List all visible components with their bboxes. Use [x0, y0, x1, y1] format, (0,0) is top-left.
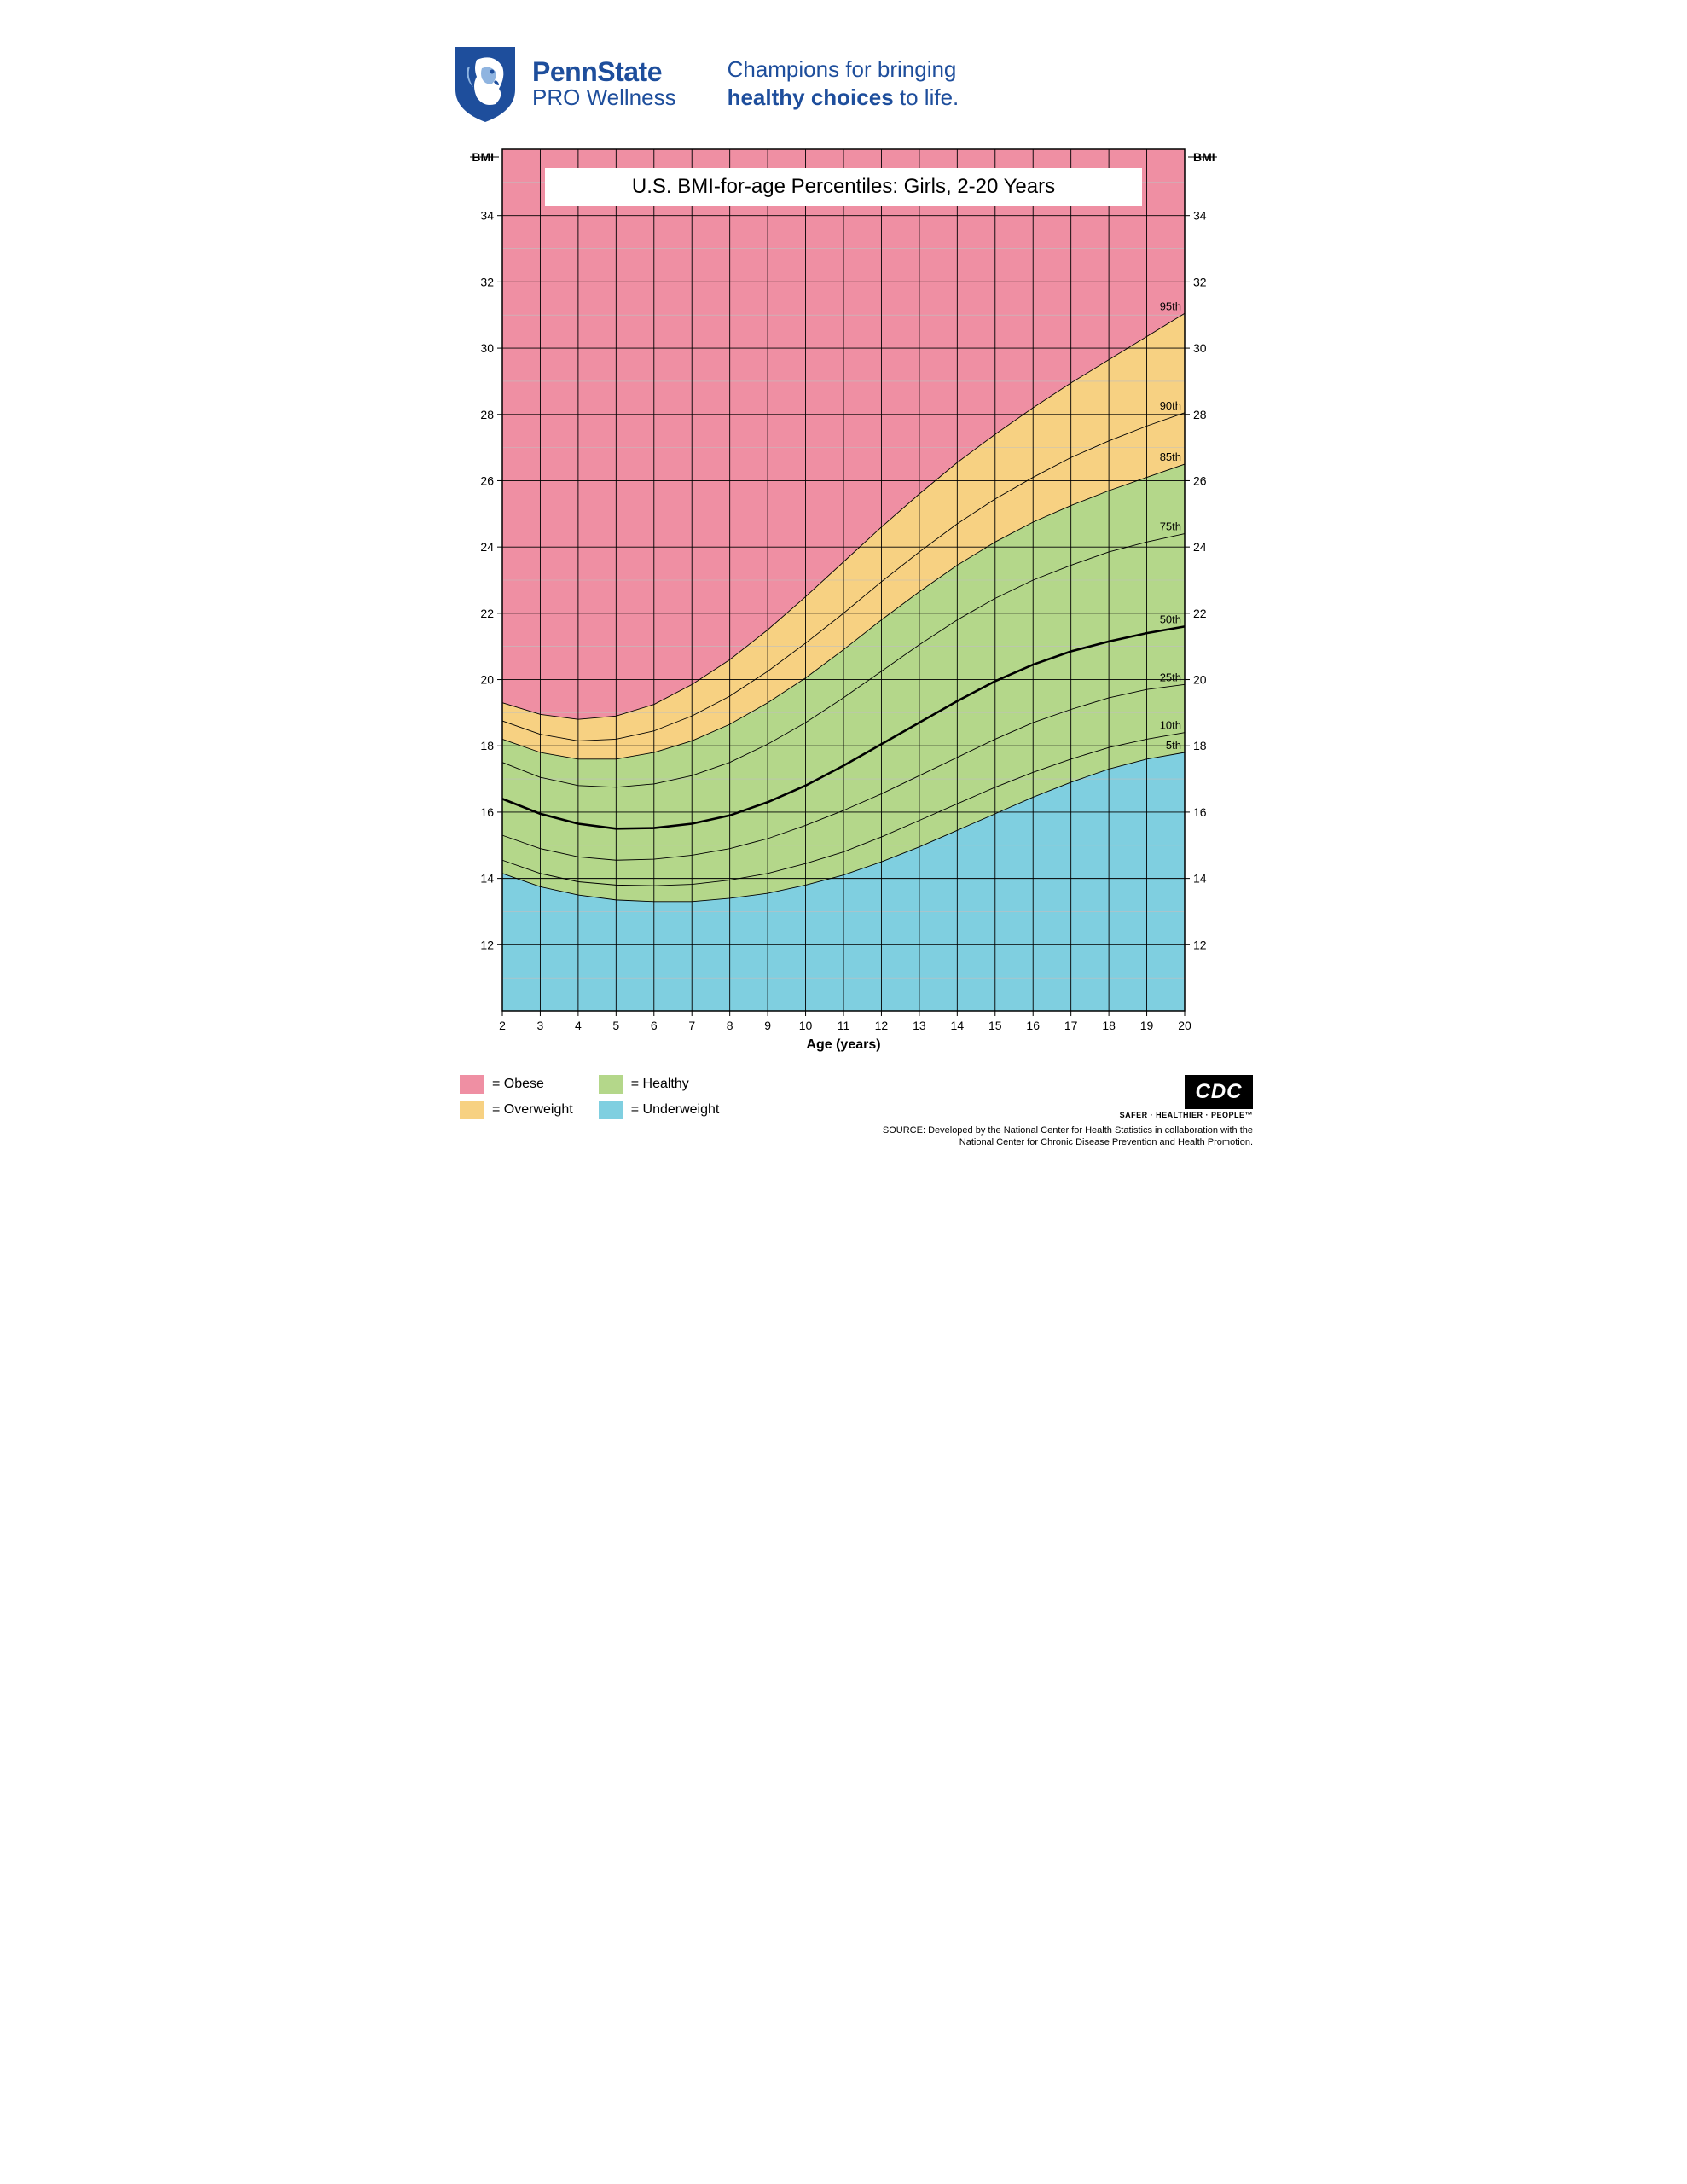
brand-name-line1: PennState — [532, 56, 676, 88]
legend-overweight: = Overweight — [460, 1101, 573, 1119]
legend-obese: = Obese — [460, 1075, 573, 1094]
brand-name-line2: PRO Wellness — [532, 84, 676, 111]
svg-text:20: 20 — [480, 673, 494, 687]
brand-text: PennState PRO Wellness — [532, 56, 676, 111]
legend-underweight: = Underweight — [599, 1101, 720, 1119]
svg-text:28: 28 — [1193, 408, 1207, 421]
svg-text:95th: 95th — [1160, 299, 1181, 312]
legend-healthy: = Healthy — [599, 1075, 720, 1094]
svg-text:20: 20 — [1178, 1019, 1191, 1032]
svg-text:75th: 75th — [1160, 520, 1181, 533]
svg-text:32: 32 — [1193, 275, 1207, 288]
svg-text:5th: 5th — [1166, 739, 1181, 752]
svg-text:30: 30 — [480, 341, 494, 355]
chart-title: U.S. BMI-for-age Percentiles: Girls, 2-2… — [545, 168, 1142, 206]
svg-text:24: 24 — [1193, 540, 1207, 554]
svg-text:32: 32 — [480, 275, 494, 288]
legend-overweight-label: = Overweight — [492, 1102, 573, 1118]
svg-text:7: 7 — [688, 1019, 695, 1032]
page: PennState PRO Wellness Champions for bri… — [417, 34, 1270, 1149]
svg-text:16: 16 — [1193, 805, 1207, 819]
svg-text:10: 10 — [799, 1019, 813, 1032]
svg-text:6: 6 — [651, 1019, 658, 1032]
svg-text:34: 34 — [1193, 209, 1207, 223]
svg-text:28: 28 — [480, 408, 494, 421]
shield-icon — [451, 43, 519, 124]
svg-text:85th: 85th — [1160, 450, 1181, 463]
svg-text:9: 9 — [764, 1019, 771, 1032]
svg-text:22: 22 — [1193, 607, 1207, 620]
svg-text:18: 18 — [1193, 739, 1207, 752]
svg-text:25th: 25th — [1160, 671, 1181, 683]
bmi-chart: 2345678910111213141516171819201212141416… — [443, 141, 1244, 1062]
svg-text:19: 19 — [1140, 1019, 1154, 1032]
cdc-logo: CDC — [1185, 1075, 1253, 1109]
svg-text:4: 4 — [575, 1019, 582, 1032]
tagline-post: to life. — [894, 84, 959, 110]
source-text: SOURCE: Developed by the National Center… — [861, 1124, 1253, 1149]
svg-text:34: 34 — [480, 209, 494, 223]
svg-text:8: 8 — [727, 1019, 733, 1032]
swatch-healthy — [599, 1075, 623, 1094]
svg-text:18: 18 — [1102, 1019, 1116, 1032]
swatch-overweight — [460, 1101, 484, 1119]
svg-text:11: 11 — [838, 1019, 850, 1032]
legend: = Obese = Healthy = Overweight = Underwe… — [460, 1075, 719, 1119]
legend-healthy-label: = Healthy — [631, 1077, 689, 1092]
svg-text:Age (years): Age (years) — [806, 1037, 880, 1052]
tagline-pre: Champions for bringing — [728, 56, 957, 82]
swatch-underweight — [599, 1101, 623, 1119]
svg-text:22: 22 — [480, 607, 494, 620]
svg-text:26: 26 — [1193, 473, 1207, 487]
svg-text:5: 5 — [612, 1019, 619, 1032]
svg-text:13: 13 — [913, 1019, 926, 1032]
svg-text:90th: 90th — [1160, 399, 1181, 412]
tagline: Champions for bringing healthy choices t… — [728, 55, 959, 111]
svg-text:20: 20 — [1193, 673, 1207, 687]
svg-text:30: 30 — [1193, 341, 1207, 355]
svg-text:2: 2 — [499, 1019, 506, 1032]
tagline-bold: healthy choices — [728, 84, 894, 110]
svg-text:3: 3 — [537, 1019, 544, 1032]
svg-text:10th: 10th — [1160, 719, 1181, 732]
svg-text:12: 12 — [480, 938, 494, 951]
svg-text:26: 26 — [480, 473, 494, 487]
footer: = Obese = Healthy = Overweight = Underwe… — [417, 1066, 1270, 1149]
swatch-obese — [460, 1075, 484, 1094]
svg-text:15: 15 — [988, 1019, 1002, 1032]
legend-obese-label: = Obese — [492, 1077, 544, 1092]
svg-text:12: 12 — [875, 1019, 889, 1032]
header: PennState PRO Wellness Champions for bri… — [417, 34, 1270, 141]
svg-text:14: 14 — [951, 1019, 965, 1032]
svg-text:16: 16 — [480, 805, 494, 819]
svg-text:24: 24 — [480, 540, 494, 554]
svg-text:50th: 50th — [1160, 613, 1181, 625]
cdc-tagline: SAFER · HEALTHIER · PEOPLE™ — [1120, 1111, 1253, 1119]
source-block: CDC SAFER · HEALTHIER · PEOPLE™ SOURCE: … — [745, 1075, 1253, 1149]
svg-text:14: 14 — [480, 872, 494, 886]
legend-underweight-label: = Underweight — [631, 1102, 720, 1118]
svg-text:18: 18 — [480, 739, 494, 752]
chart-container: U.S. BMI-for-age Percentiles: Girls, 2-2… — [443, 141, 1244, 1066]
svg-text:17: 17 — [1064, 1019, 1078, 1032]
svg-text:14: 14 — [1193, 872, 1207, 886]
svg-text:12: 12 — [1193, 938, 1207, 951]
svg-text:16: 16 — [1026, 1019, 1040, 1032]
brand-logo-block: PennState PRO Wellness — [451, 43, 676, 124]
